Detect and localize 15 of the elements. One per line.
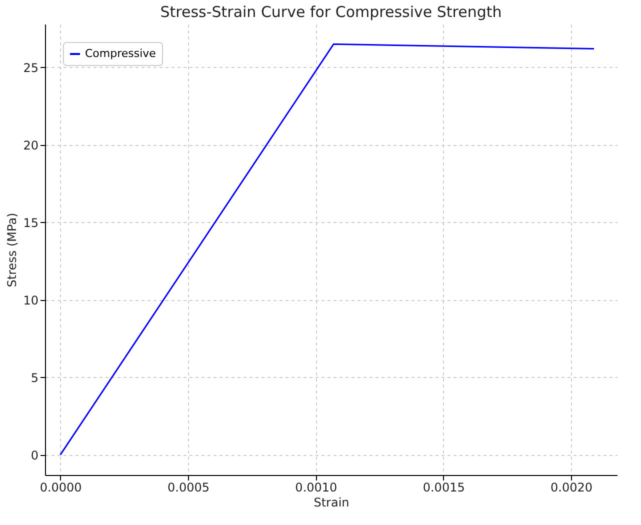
- y-tick-label: 25: [23, 60, 38, 75]
- chart-title: Stress-Strain Curve for Compressive Strength: [160, 3, 502, 21]
- legend-label: Compressive: [85, 47, 156, 60]
- x-axis-title: Strain: [314, 496, 350, 510]
- y-tick-label: 20: [23, 138, 38, 152]
- y-tick-label: 0: [30, 448, 38, 462]
- x-tick-label: 0.0005: [168, 480, 210, 494]
- y-tick-label: 10: [23, 293, 38, 308]
- y-axis-title: Stress (MPa): [5, 212, 20, 288]
- y-tick-label: 5: [30, 370, 38, 385]
- x-tick-label: 0.0000: [40, 480, 82, 494]
- y-tick-label: 15: [23, 216, 38, 230]
- x-tick-label: 0.0020: [550, 480, 593, 494]
- x-tick-label: 0.0010: [295, 480, 338, 494]
- x-tick-label: 0.0015: [422, 480, 465, 494]
